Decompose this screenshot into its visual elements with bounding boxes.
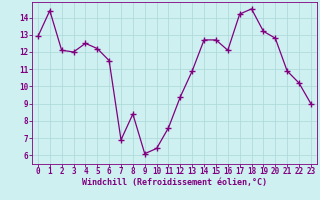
X-axis label: Windchill (Refroidissement éolien,°C): Windchill (Refroidissement éolien,°C) <box>82 178 267 187</box>
